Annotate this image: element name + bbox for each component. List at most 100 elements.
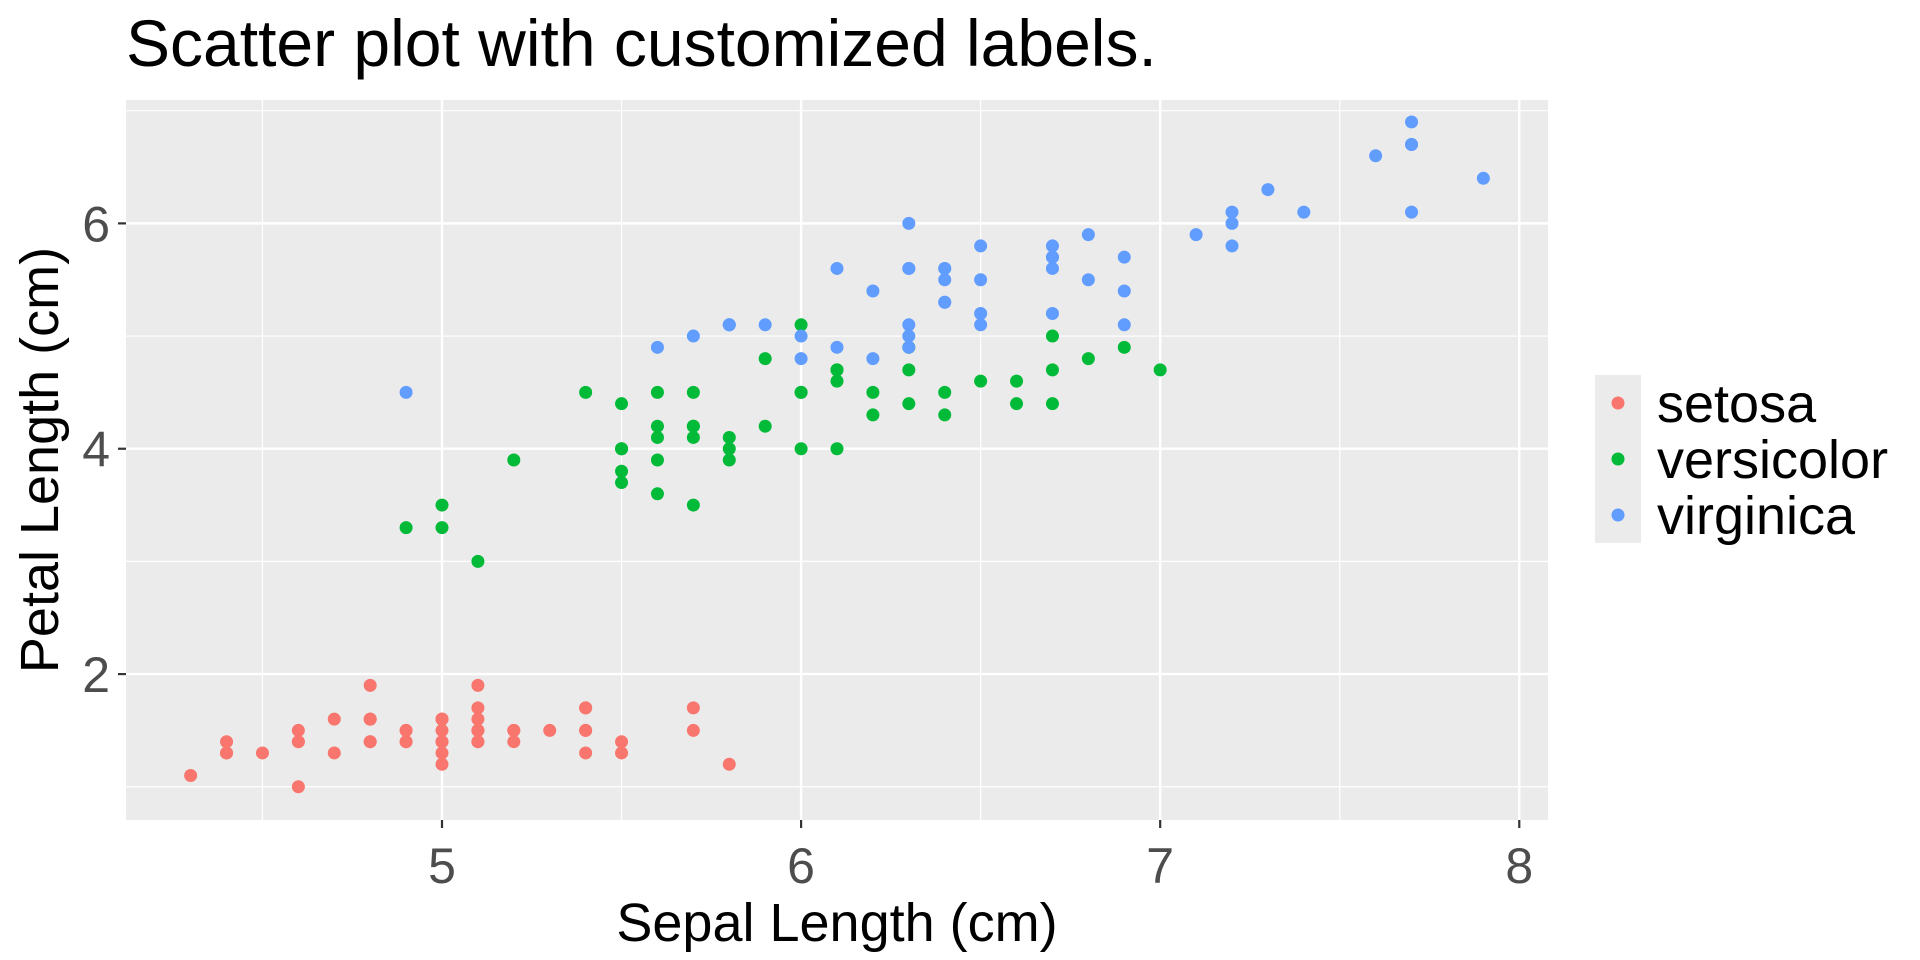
point-virginica xyxy=(1045,239,1059,253)
point-setosa xyxy=(543,723,557,737)
point-setosa xyxy=(722,757,736,771)
point-versicolor xyxy=(902,363,916,377)
point-virginica xyxy=(686,329,700,343)
point-virginica xyxy=(1261,183,1275,197)
point-setosa xyxy=(471,712,485,726)
point-setosa xyxy=(471,723,485,737)
point-setosa xyxy=(471,735,485,749)
point-versicolor xyxy=(902,397,916,411)
x-axis-ticks: 5 6 7 8 xyxy=(428,820,1533,894)
point-setosa xyxy=(363,735,377,749)
point-setosa xyxy=(255,746,269,760)
point-virginica xyxy=(974,318,988,332)
point-setosa xyxy=(507,735,521,749)
point-versicolor xyxy=(1117,340,1131,354)
point-virginica xyxy=(1117,250,1131,264)
point-setosa xyxy=(579,723,593,737)
point-virginica xyxy=(974,307,988,321)
point-virginica xyxy=(758,318,772,332)
point-setosa xyxy=(435,735,449,749)
point-virginica xyxy=(1369,149,1383,163)
point-virginica xyxy=(1117,284,1131,298)
point-versicolor xyxy=(579,385,593,399)
point-versicolor xyxy=(650,385,664,399)
point-versicolor xyxy=(686,430,700,444)
point-versicolor xyxy=(794,385,808,399)
point-versicolor xyxy=(866,408,880,422)
point-versicolor xyxy=(1045,397,1059,411)
point-setosa xyxy=(435,723,449,737)
point-versicolor xyxy=(471,554,485,568)
point-virginica xyxy=(1081,273,1095,287)
point-setosa xyxy=(220,746,234,760)
point-virginica xyxy=(902,216,916,230)
point-versicolor xyxy=(722,453,736,467)
point-versicolor xyxy=(938,408,952,422)
point-virginica xyxy=(722,318,736,332)
point-virginica xyxy=(1225,205,1239,219)
point-versicolor xyxy=(650,430,664,444)
point-versicolor xyxy=(794,442,808,456)
point-virginica xyxy=(1405,115,1419,129)
point-virginica xyxy=(399,385,413,399)
point-setosa xyxy=(291,780,305,794)
point-setosa xyxy=(184,768,198,782)
point-versicolor xyxy=(435,498,449,512)
point-versicolor xyxy=(1081,352,1095,366)
point-virginica xyxy=(1225,239,1239,253)
data-points xyxy=(184,115,1490,794)
point-versicolor xyxy=(830,374,844,388)
point-virginica xyxy=(794,329,808,343)
point-virginica xyxy=(1189,228,1203,242)
point-versicolor xyxy=(1153,363,1167,377)
legend-label-versicolor: versicolor xyxy=(1657,430,1888,490)
point-virginica xyxy=(902,340,916,354)
point-virginica xyxy=(866,352,880,366)
point-virginica xyxy=(938,295,952,309)
point-virginica xyxy=(902,329,916,343)
point-versicolor xyxy=(650,487,664,501)
legend-label-virginica: virginica xyxy=(1657,486,1856,546)
legend-key-virginica xyxy=(1611,508,1625,522)
point-setosa xyxy=(615,746,629,760)
y-axis-ticks: 2 4 6 xyxy=(82,196,126,703)
point-versicolor xyxy=(686,498,700,512)
point-virginica xyxy=(1045,250,1059,264)
point-versicolor xyxy=(938,385,952,399)
point-versicolor xyxy=(722,442,736,456)
point-virginica xyxy=(1225,216,1239,230)
legend-key-setosa xyxy=(1611,396,1625,410)
point-versicolor xyxy=(1010,374,1024,388)
point-setosa xyxy=(291,735,305,749)
point-versicolor xyxy=(1010,397,1024,411)
point-setosa xyxy=(399,723,413,737)
point-versicolor xyxy=(650,419,664,433)
point-versicolor xyxy=(686,419,700,433)
point-versicolor xyxy=(794,318,808,332)
point-setosa xyxy=(327,746,341,760)
point-virginica xyxy=(902,261,916,275)
point-setosa xyxy=(507,723,521,737)
point-virginica xyxy=(1405,138,1419,152)
point-setosa xyxy=(363,678,377,692)
point-versicolor xyxy=(615,464,629,478)
point-virginica xyxy=(830,340,844,354)
point-setosa xyxy=(291,723,305,737)
point-versicolor xyxy=(830,442,844,456)
point-versicolor xyxy=(686,385,700,399)
point-virginica xyxy=(938,261,952,275)
x-tick-label: 7 xyxy=(1146,838,1174,894)
point-virginica xyxy=(1045,307,1059,321)
point-virginica xyxy=(1476,171,1490,185)
point-setosa xyxy=(686,701,700,715)
point-virginica xyxy=(938,273,952,287)
y-axis-title: Petal Length (cm) xyxy=(10,247,70,673)
point-virginica xyxy=(1117,318,1131,332)
point-setosa xyxy=(615,735,629,749)
point-versicolor xyxy=(722,430,736,444)
point-virginica xyxy=(974,239,988,253)
point-versicolor xyxy=(1045,363,1059,377)
point-setosa xyxy=(471,701,485,715)
